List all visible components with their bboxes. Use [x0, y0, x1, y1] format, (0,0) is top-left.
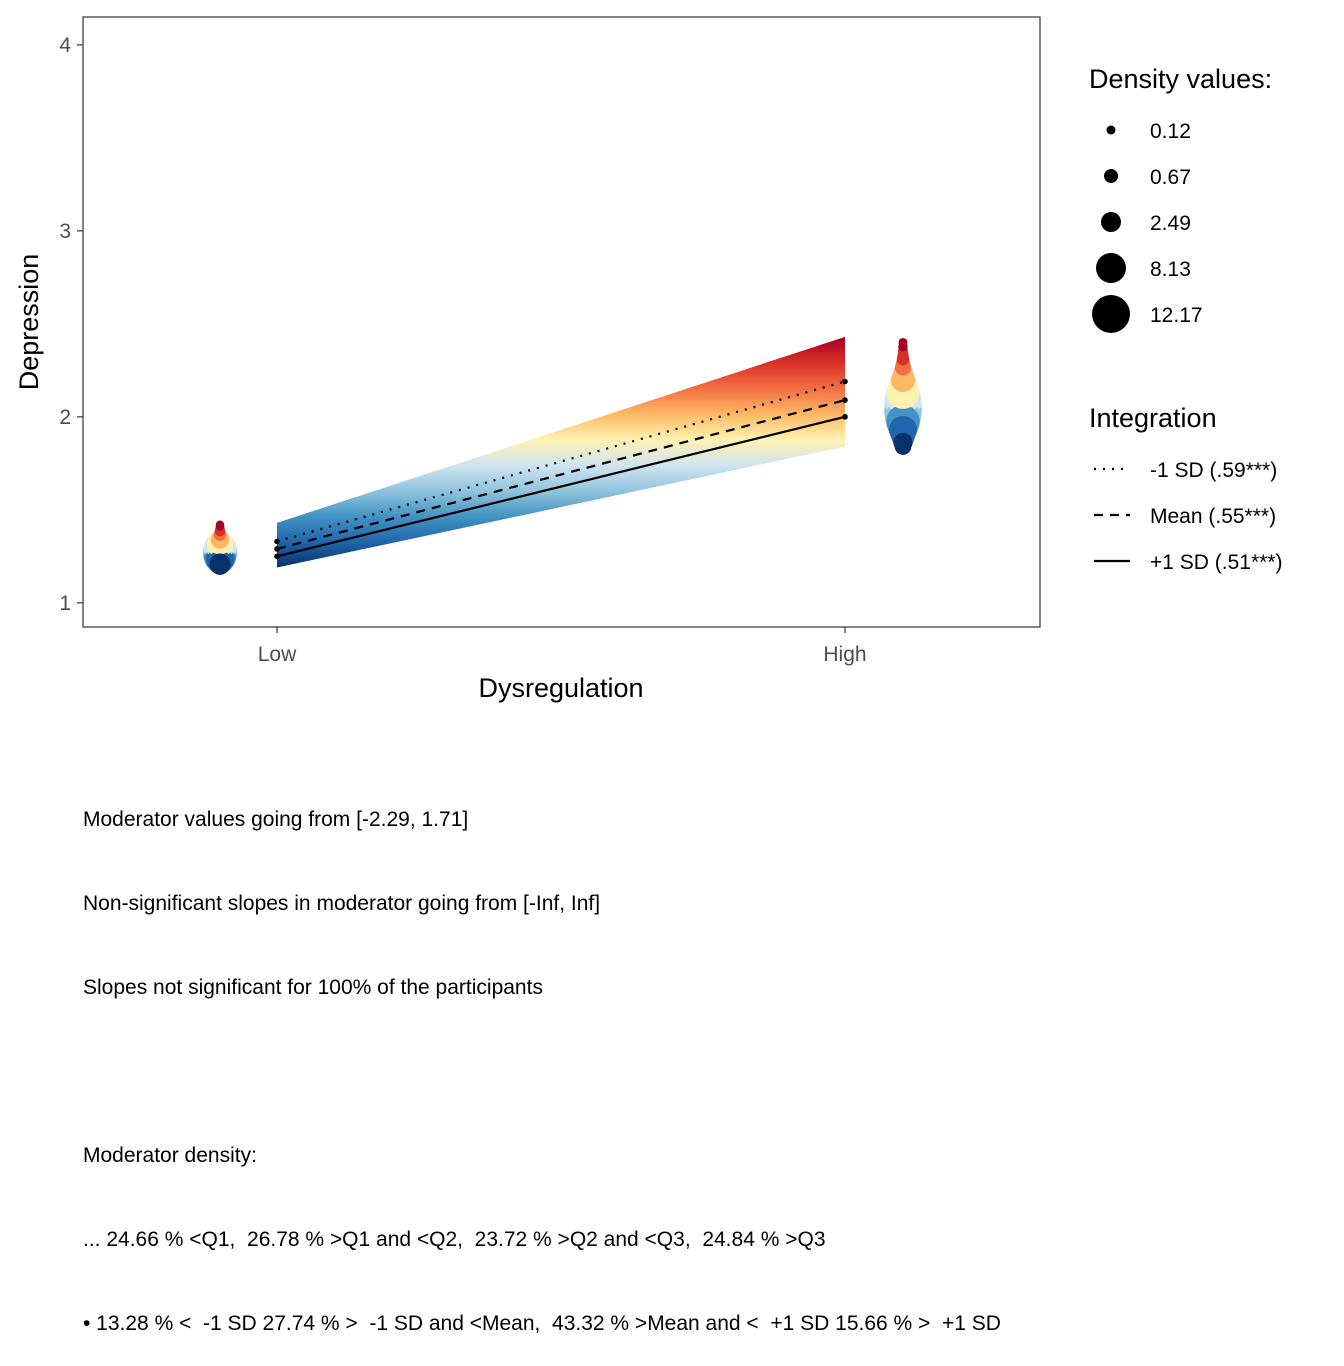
legend-density: Density values: 0.12 0.67 2.49 8.13 12.17	[1089, 64, 1272, 333]
legend-integration-label: +1 SD (.51***)	[1150, 551, 1282, 574]
legend-density-label: 12.17	[1150, 304, 1203, 327]
slope-endpoint	[842, 397, 848, 403]
x-axis-title: Dysregulation	[478, 673, 643, 703]
caption-line-blank	[83, 1058, 1001, 1086]
caption-line-sd: • 13.28 % < -1 SD 27.74 % > -1 SD and <M…	[83, 1312, 1001, 1335]
y-axis: 1 2 3 4	[59, 34, 83, 615]
slope-range-band	[277, 336, 845, 568]
caption-line-nonsig: Non-significant slopes in moderator goin…	[83, 892, 601, 915]
x-tick-label: High	[823, 643, 866, 666]
legend-density-label: 0.12	[1150, 120, 1191, 143]
x-tick-label: Low	[258, 643, 297, 666]
density-bubble	[215, 520, 225, 529]
density-bubbles-high	[884, 337, 922, 455]
legend-density-key	[1106, 125, 1116, 135]
y-tick-label: 2	[59, 406, 71, 429]
slope-endpoint	[274, 538, 280, 545]
legend-density-key	[1092, 295, 1130, 333]
caption-line-density-title: Moderator density:	[83, 1144, 257, 1167]
legend-density-label: 8.13	[1150, 258, 1191, 281]
density-bubble	[898, 337, 908, 347]
legend-density-key	[1096, 253, 1126, 283]
y-tick-label: 3	[59, 220, 71, 243]
y-axis-title: Depression	[14, 254, 44, 391]
slope-line	[276, 399, 846, 550]
legend-density-label: 2.49	[1150, 212, 1191, 235]
legend-integration: Integration -1 SD (.59***) Mean (.55***) +…	[1089, 403, 1282, 574]
legend-density-key	[1101, 212, 1121, 232]
legend-integration-title: Integration	[1089, 403, 1217, 433]
slope-endpoint	[842, 414, 848, 420]
plot-panel-border	[82, 16, 1041, 628]
slope-endpoint	[274, 546, 280, 552]
legend-integration-label: -1 SD (.59***)	[1150, 459, 1277, 482]
caption-line-quartiles: ... 24.66 % <Q1, 26.78 % >Q1 and <Q2, 23…	[83, 1228, 826, 1251]
legend-density-label: 0.67	[1150, 166, 1191, 189]
y-tick-label: 1	[59, 592, 71, 615]
legend-integration-label: Mean (.55***)	[1150, 505, 1276, 528]
legend-density-key	[1104, 169, 1118, 183]
chart-canvas: 1 2 3 4 Low High Dysregulation Depression De…	[14, 16, 1282, 703]
caption-line-range: Moderator values going from [-2.29, 1.71…	[83, 808, 469, 831]
slope-line	[276, 415, 846, 558]
y-tick-label: 4	[59, 34, 71, 57]
density-bubble	[894, 438, 912, 455]
x-axis: Low High	[258, 627, 867, 666]
legend-density-title: Density values:	[1089, 64, 1272, 94]
density-bubble	[210, 556, 230, 575]
density-bubbles-low	[203, 520, 237, 575]
slope-endpoint	[274, 553, 280, 560]
slope-endpoint	[842, 378, 848, 385]
caption-line-percent: Slopes not significant for 100% of the p…	[83, 976, 543, 999]
caption: Moderator values going from [-2.29, 1.71…	[83, 750, 1001, 1366]
